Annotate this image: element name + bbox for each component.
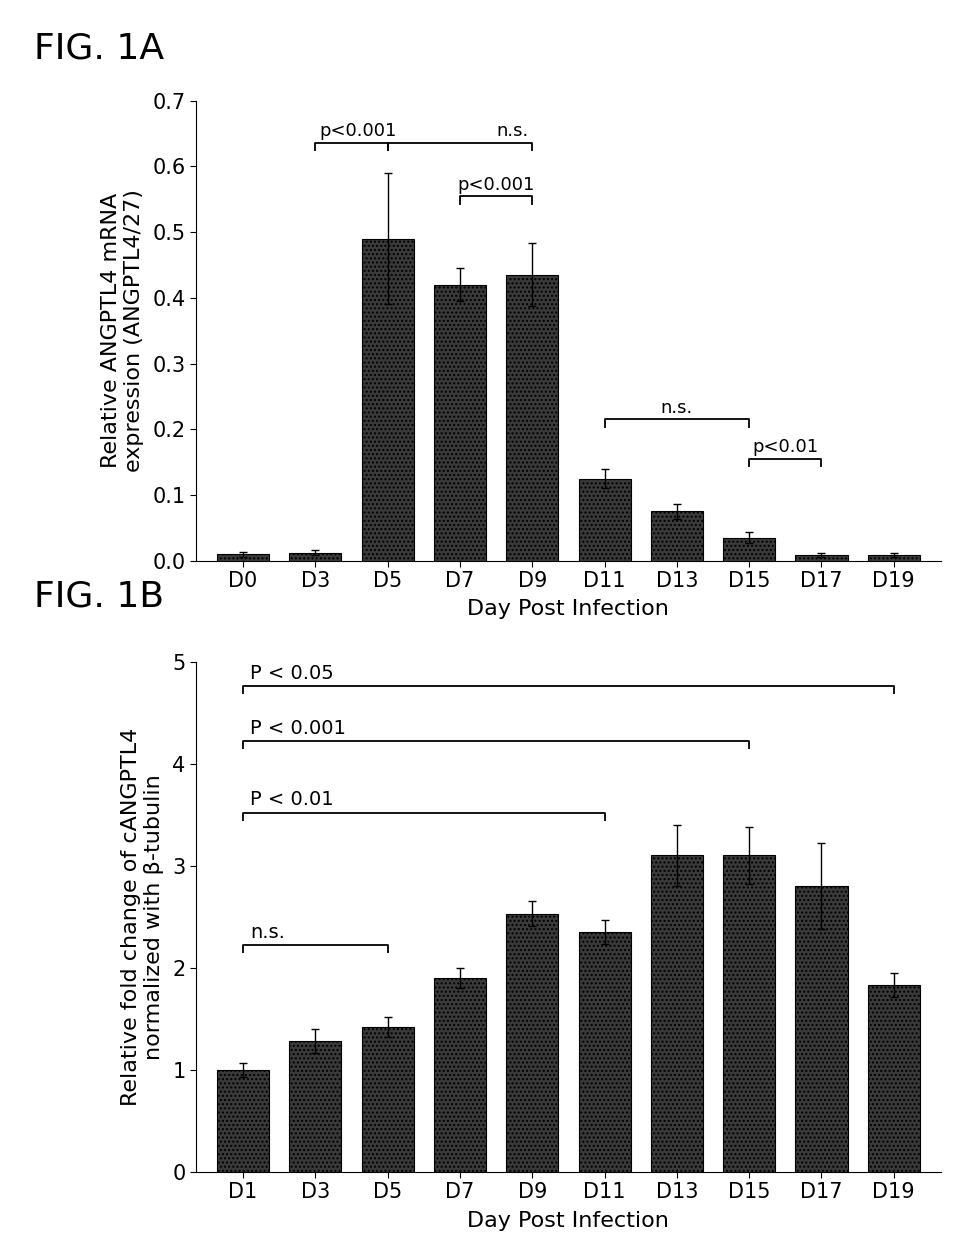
Bar [796, 886, 848, 1172]
Text: P < 0.001: P < 0.001 [250, 719, 346, 738]
Bar [796, 556, 848, 561]
Text: p<0.001: p<0.001 [458, 175, 535, 194]
Bar [651, 856, 703, 1172]
Bar [867, 985, 920, 1172]
Bar [362, 1027, 414, 1172]
Text: P < 0.05: P < 0.05 [250, 664, 334, 683]
Bar [289, 1041, 341, 1172]
Text: FIG. 1A: FIG. 1A [34, 32, 165, 66]
Bar [217, 1070, 270, 1172]
Y-axis label: Relative fold change of cANGPTL4
normalized with β-tubulin: Relative fold change of cANGPTL4 normali… [121, 727, 164, 1106]
Bar [434, 285, 486, 561]
Bar [217, 554, 270, 561]
Text: FIG. 1B: FIG. 1B [34, 580, 165, 614]
Bar [362, 239, 414, 561]
Text: n.s.: n.s. [250, 924, 285, 942]
X-axis label: Day Post Infection: Day Post Infection [467, 600, 669, 620]
Text: p<0.01: p<0.01 [753, 438, 818, 456]
Bar [867, 556, 920, 561]
Text: P < 0.01: P < 0.01 [250, 790, 334, 809]
Bar [578, 479, 630, 561]
Bar [507, 275, 559, 561]
Bar [434, 978, 486, 1172]
Bar [723, 538, 775, 561]
Text: n.s.: n.s. [661, 399, 693, 417]
Bar [578, 932, 630, 1172]
Text: p<0.001: p<0.001 [318, 122, 396, 140]
Bar [651, 512, 703, 561]
Text: n.s.: n.s. [497, 122, 528, 140]
Y-axis label: Relative ANGPTL4 mRNA
expression (ANGPTL4/27): Relative ANGPTL4 mRNA expression (ANGPTL… [101, 189, 144, 472]
Bar [507, 914, 559, 1172]
X-axis label: Day Post Infection: Day Post Infection [467, 1211, 669, 1231]
Bar [289, 553, 341, 561]
Bar [723, 856, 775, 1172]
